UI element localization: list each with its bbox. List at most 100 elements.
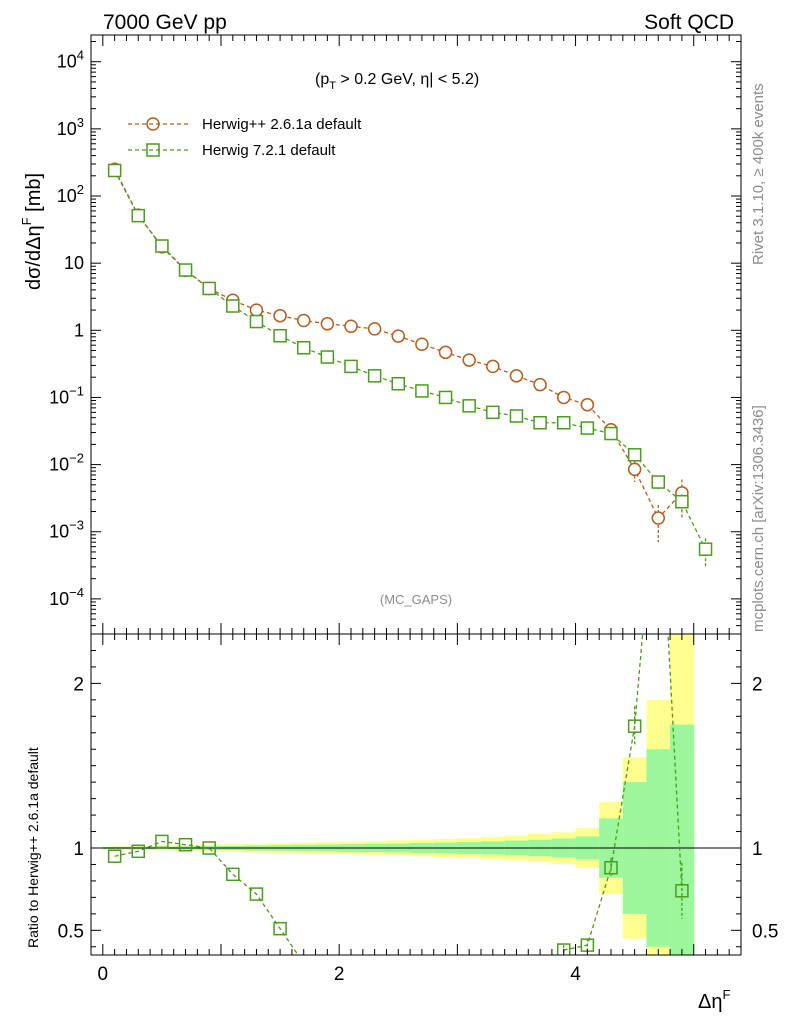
ratio-line-1: [563, 634, 683, 951]
main-y-tick-label: 10−2: [49, 451, 84, 475]
main-y-tick-label-exp: 3: [77, 115, 84, 130]
data-point: [320, 350, 335, 364]
band-green: [670, 724, 695, 955]
mcplots-label: mcplots.cern.ch [arXiv:1306.3436]: [750, 405, 767, 632]
ratio-point: [273, 921, 287, 936]
header-right: Soft QCD: [644, 11, 734, 34]
data-point: [580, 397, 595, 412]
main-y-tick-label-base: 10: [64, 253, 84, 273]
main-y-tick-label-base: 10: [49, 522, 69, 542]
ratio-y-tick-label-right: 2: [752, 674, 763, 695]
main-frame: [90, 34, 742, 635]
main-y-tick-label-exp: −2: [69, 451, 84, 466]
series-line-0: [114, 168, 683, 520]
main-y-label-text: dσ/dΔη: [23, 225, 45, 290]
data-point: [296, 340, 311, 355]
main-y-tick-label-base: 10: [49, 455, 69, 475]
ratio-panel: 0.5 0.5 1 1 2 2 Ratio to Herwig++ 2.6.1a defa…: [25, 633, 778, 956]
legend-label-herwigpp: Herwig++ 2.6.1a default: [202, 116, 362, 133]
main-y-tick-label-exp: −3: [69, 518, 84, 533]
data-point: [698, 542, 713, 556]
data-point: [107, 163, 122, 178]
data-point: [178, 263, 193, 277]
data-point: [367, 322, 382, 336]
legend: Herwig++ 2.6.1a default Herwig 7.2.1 def…: [128, 116, 362, 159]
data-point: [202, 281, 216, 296]
legend-marker-herwig7: [146, 143, 160, 157]
data-point: [391, 329, 406, 343]
data-point: [249, 314, 264, 329]
data-point: [344, 359, 358, 374]
data-point: [226, 299, 240, 313]
main-y-tick-label-base: 10: [49, 387, 69, 407]
ratio-point: [107, 849, 122, 863]
main-y-label: dσ/dΔηF [mb]: [19, 173, 45, 290]
main-y-tick-label-base: 10: [57, 186, 77, 206]
data-point: [509, 369, 524, 383]
main-y-tick-label: 103: [57, 115, 84, 139]
main-y-tick-label-base: 10: [57, 52, 77, 72]
series-line-1: [114, 170, 707, 550]
data-point: [415, 337, 429, 351]
data-point: [296, 313, 311, 328]
data-point: [367, 369, 382, 383]
data-point: [320, 317, 335, 331]
data-point: [486, 405, 500, 420]
cut-annotation-p: (p: [315, 71, 329, 88]
x-axis-label: ΔηF: [698, 987, 730, 1013]
cut-annotation-eta: η: [420, 71, 429, 88]
data-point: [344, 319, 358, 333]
data-point: [651, 475, 666, 489]
ratio-point: [131, 844, 146, 859]
data-point: [438, 390, 453, 405]
main-y-label-sup: F: [19, 217, 34, 225]
ratio-point: [249, 887, 264, 901]
data-point: [462, 399, 476, 413]
data-point: [438, 345, 453, 360]
main-y-tick-label: 1: [74, 320, 84, 340]
watermark: (MC_GAPS): [380, 592, 452, 607]
main-y-tick-label: 10−1: [49, 383, 84, 407]
main-y-tick-label: 10: [64, 253, 84, 273]
main-y-tick-label-base: 1: [74, 320, 84, 340]
data-point: [391, 376, 406, 391]
data-point: [675, 494, 689, 509]
main-series: [107, 162, 713, 567]
legend-label-herwig7: Herwig 7.2.1 default: [202, 142, 336, 159]
data-point: [556, 415, 571, 430]
data-point: [131, 208, 146, 223]
legend-entry-herwig7: Herwig 7.2.1 default: [128, 142, 336, 159]
ratio-frame: [90, 633, 742, 956]
ratio-y-tick-label: 1: [73, 839, 84, 860]
data-point: [533, 377, 547, 392]
main-y-tick-label-exp: −1: [69, 383, 84, 398]
main-y-tick-label-base: 10: [49, 589, 69, 609]
main-y-tick-label-exp: 4: [77, 48, 84, 63]
data-point: [249, 303, 264, 317]
data-point: [486, 359, 500, 374]
data-point: [604, 426, 618, 441]
ratio-point: [556, 943, 571, 955]
main-y-tick-label-exp: −4: [69, 585, 84, 600]
data-point: [273, 328, 287, 343]
ratio-point: [627, 719, 642, 733]
ratio-y-ticks: 0.5 0.5 1 1 2 2: [58, 633, 778, 948]
ratio-y-tick-label-right: 1: [752, 839, 763, 860]
data-point: [415, 384, 429, 398]
main-y-tick-label: 10−3: [49, 518, 84, 542]
main-y-tick-label-base: 10: [57, 119, 77, 139]
data-point: [580, 421, 595, 435]
main-y-tick-label: 104: [57, 48, 84, 72]
main-y-tick-label-exp: 2: [77, 182, 84, 197]
x-tick-label: 2: [334, 964, 345, 985]
ratio-y-tick-label: 2: [73, 674, 84, 695]
ratio-y-label: Ratio to Herwig++ 2.6.1a default: [25, 747, 41, 948]
main-y-tick-label: 102: [57, 182, 84, 206]
data-point: [627, 448, 642, 462]
cut-annotation-rest1: > 0.2 GeV,: [336, 71, 420, 88]
main-y-tick-label: 10−4: [49, 585, 84, 609]
ratio-point: [202, 841, 216, 855]
data-point: [651, 511, 666, 525]
